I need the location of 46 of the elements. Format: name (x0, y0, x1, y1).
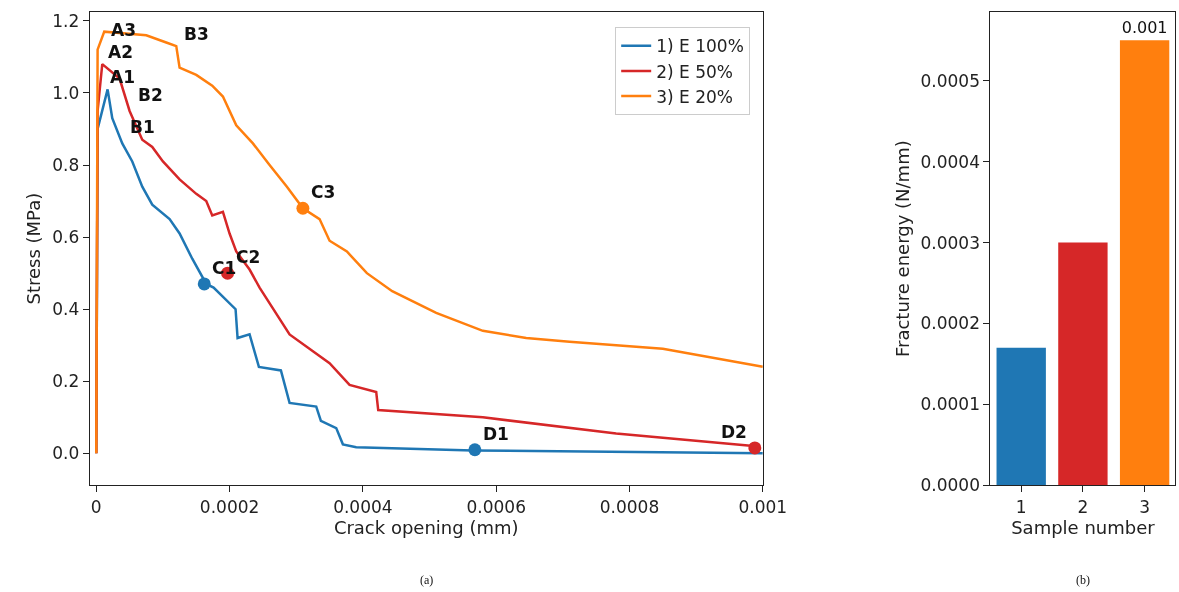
x-tick-label: 3 (1139, 496, 1151, 517)
text: (a) (420, 573, 434, 587)
x-tick-label: 0.0006 (466, 496, 526, 517)
y-tick-label: 0.0001 (920, 394, 980, 415)
point (197, 277, 211, 291)
annotation: A2 (108, 42, 133, 62)
y-tick-label: 1.2 (52, 10, 80, 31)
y-axis-title: Fracture energy (N/mm) (891, 140, 913, 358)
x-tick-label: 0.0008 (599, 496, 660, 517)
x-tick-label: 2 (1077, 496, 1089, 517)
legend-label: 2) E 50% (656, 61, 733, 82)
annotation: D2 (721, 422, 747, 442)
x-tick-label: 0 (90, 496, 102, 517)
y-tick-label: 0.0000 (920, 475, 980, 496)
legend-label: 1) E 100% (656, 36, 744, 57)
y-tick-label: 0.0005 (920, 70, 980, 91)
point (468, 443, 482, 457)
y-tick-label: 0.0004 (920, 151, 980, 172)
y-tick-label: 1.0 (52, 82, 80, 103)
annotation: B2 (138, 85, 163, 105)
y-tick-label: 0.0 (52, 443, 80, 464)
bar (996, 347, 1046, 486)
y-tick-label: 0.0002 (920, 313, 980, 334)
bar (1058, 242, 1108, 486)
x-axis-title: Sample number (1011, 516, 1156, 538)
legend-label: 3) E 20% (656, 86, 733, 107)
point (748, 441, 762, 455)
annotation: C1 (212, 258, 237, 278)
x-tick-label: 0.001 (738, 496, 788, 517)
y-tick-label: 0.0003 (920, 232, 980, 253)
annotation: C3 (311, 182, 336, 202)
annotation: D1 (483, 424, 509, 444)
bar (1119, 40, 1170, 486)
y-tick-label: 0.8 (52, 154, 80, 175)
x-tick-label: 0.0002 (199, 496, 260, 517)
point (296, 201, 310, 215)
x-tick-label: 0.0004 (333, 496, 393, 517)
text: (b) (1076, 573, 1090, 587)
y-tick-label: 0.2 (52, 371, 80, 392)
data-label: 0.001 (1121, 18, 1168, 38)
x-axis-title: Crack opening (mm) (333, 516, 519, 538)
y-axis-title: Stress (MPa) (23, 192, 45, 305)
annotation: B3 (184, 24, 209, 44)
x-tick-label: 1 (1015, 496, 1027, 517)
y-tick-label: 0.6 (52, 227, 80, 248)
y-tick-label: 0.4 (52, 299, 80, 320)
